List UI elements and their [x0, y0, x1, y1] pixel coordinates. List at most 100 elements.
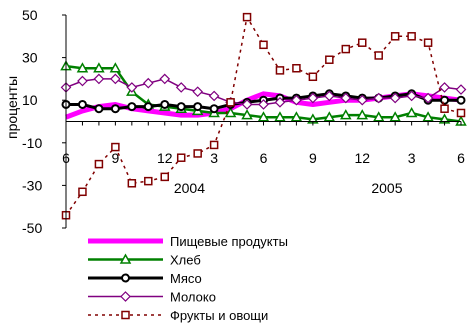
series-point: [121, 310, 130, 320]
series-point: [226, 98, 235, 107]
axes: 50 30 10 -10 -30 -50 проценты 6 9 12 3 6 9 12 3 6 2004 20…: [4, 7, 465, 236]
series-point: [77, 99, 87, 109]
series-point: [389, 111, 401, 122]
series-point: [389, 92, 401, 104]
series-point: [307, 92, 319, 104]
series-point: [372, 111, 385, 122]
y-axis-title: проценты: [4, 76, 20, 139]
series-point: [76, 62, 89, 73]
series-point: [373, 92, 385, 104]
series-point: [323, 90, 335, 102]
x-tick-label: 12: [354, 150, 370, 166]
legend-label: Мясо: [170, 271, 202, 286]
series-point: [224, 106, 237, 118]
legend-item: Пищевые продукты: [88, 234, 288, 249]
series-point: [143, 102, 153, 112]
legend-label: Фрукты и овощи: [170, 308, 268, 323]
series-point: [323, 111, 336, 122]
series-point: [192, 86, 204, 98]
series-point: [109, 62, 122, 73]
series-point: [455, 84, 467, 95]
series-point: [94, 159, 104, 169]
series-point: [127, 179, 137, 188]
x-year-label: 2004: [174, 180, 205, 196]
series-point: [456, 108, 466, 118]
series-4: [60, 73, 467, 110]
series-point: [407, 32, 416, 41]
series-point: [160, 172, 169, 182]
series-point: [121, 273, 130, 283]
x-tick-label: 6: [260, 150, 268, 166]
series-point: [358, 38, 367, 47]
series-point: [120, 291, 131, 302]
x-tick-label: 9: [309, 150, 317, 166]
series-point: [423, 38, 433, 47]
series-point: [422, 92, 434, 104]
series-point: [325, 55, 334, 64]
series-point: [241, 109, 253, 120]
series-point: [93, 62, 105, 73]
series-point: [241, 99, 253, 110]
series-point: [258, 99, 269, 110]
series-point: [94, 104, 104, 114]
series-point: [159, 73, 171, 85]
x-tick-label: 9: [111, 150, 119, 166]
series-point: [340, 109, 352, 120]
series-point: [193, 102, 203, 112]
series-point: [209, 140, 219, 150]
legend-item: Фрукты и овощи: [88, 308, 268, 323]
series-point: [127, 102, 137, 112]
series-point: [208, 90, 220, 102]
series-point: [144, 176, 153, 186]
x-tick-label: 6: [457, 150, 465, 166]
series-point: [93, 73, 105, 85]
series-point: [356, 94, 368, 106]
series-point: [406, 90, 417, 102]
series-point: [193, 149, 202, 158]
series-point: [274, 96, 286, 108]
series-point: [126, 82, 138, 93]
series-point: [78, 187, 87, 197]
series-point: [422, 111, 434, 122]
legend-label: Хлеб: [170, 253, 201, 268]
series-point: [209, 104, 219, 114]
series-point: [405, 106, 418, 118]
x-tick-label: 3: [408, 150, 416, 166]
y-tick-label: -50: [22, 220, 42, 236]
series-point: [259, 40, 268, 50]
series-point: [440, 104, 449, 113]
series-point: [292, 64, 301, 73]
legend-item: Хлеб: [88, 253, 201, 268]
series-point: [456, 95, 466, 105]
series-point: [439, 82, 450, 93]
series-point: [341, 44, 351, 54]
series-point: [275, 66, 285, 75]
x-year-label: 2005: [371, 180, 402, 196]
series-point: [374, 51, 383, 60]
series-point: [291, 94, 302, 106]
legend-item: Мясо: [88, 271, 202, 286]
series-point: [119, 253, 132, 264]
series-point: [77, 75, 88, 87]
y-tick-label: 30: [22, 50, 38, 66]
series-point: [390, 32, 400, 41]
legend-item: Молоко: [88, 290, 216, 305]
x-tick-label: 6: [62, 150, 70, 166]
series-point: [308, 72, 318, 82]
series-point: [356, 109, 369, 120]
series-point: [290, 111, 303, 122]
series-point: [176, 153, 186, 162]
legend-label: Пищевые продукты: [170, 234, 288, 249]
x-tick-label: 3: [210, 150, 218, 166]
series-point: [176, 102, 186, 112]
series-point: [110, 73, 121, 85]
series-point: [257, 111, 270, 122]
x-tick-label: 12: [157, 150, 173, 166]
y-tick-label: 50: [22, 7, 38, 23]
series-point: [242, 12, 252, 22]
legend-label: Молоко: [170, 290, 216, 305]
series-group: [60, 12, 467, 220]
series-point: [160, 99, 170, 109]
series-point: [274, 111, 286, 122]
